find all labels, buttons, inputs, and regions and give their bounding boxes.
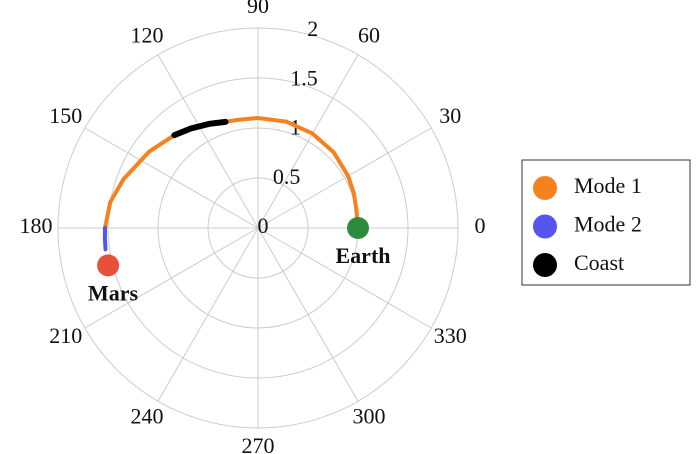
planet-label: Earth xyxy=(336,243,391,268)
grid-spoke xyxy=(257,227,359,402)
theta-tick-label: 300 xyxy=(353,404,386,429)
theta-tick-label: 240 xyxy=(131,404,164,429)
trajectory-line xyxy=(171,118,229,139)
theta-tick-label: 330 xyxy=(434,323,467,348)
grid-spoke xyxy=(157,54,259,229)
planet-label: Mars xyxy=(88,280,139,305)
r-tick-label: 1.5 xyxy=(290,65,318,90)
grid-spoke xyxy=(84,127,259,229)
legend-swatch xyxy=(533,214,557,239)
grid-spoke xyxy=(257,227,432,329)
grid-spoke xyxy=(257,54,359,229)
theta-tick-label: 270 xyxy=(242,433,275,454)
theta-tick-label: 120 xyxy=(131,23,164,48)
planet-marker xyxy=(97,254,120,277)
planet-marker xyxy=(347,217,369,239)
trajectory-line xyxy=(103,115,360,230)
r-tick-label: 2 xyxy=(307,16,318,41)
r-tick-label: 0.5 xyxy=(273,164,301,189)
grid-spoke xyxy=(157,227,259,402)
theta-tick-label: 90 xyxy=(247,0,269,18)
legend-label: Coast xyxy=(574,250,624,275)
theta-tick-label: 0 xyxy=(475,213,486,238)
legend-label: Mode 1 xyxy=(574,173,642,198)
legend-swatch xyxy=(533,176,557,200)
theta-tick-label: 180 xyxy=(20,213,53,238)
theta-tick-label: 150 xyxy=(49,103,82,128)
trajectory-line xyxy=(102,226,108,252)
theta-tick-label: 30 xyxy=(439,103,461,128)
theta-tick-label: 210 xyxy=(49,323,82,348)
grid-spoke xyxy=(84,227,259,329)
legend-swatch xyxy=(533,253,557,277)
grid-spoke xyxy=(257,127,432,229)
legend-label: Mode 2 xyxy=(574,212,642,237)
theta-tick-label: 60 xyxy=(358,23,380,48)
r-tick-label: 0 xyxy=(258,213,269,238)
